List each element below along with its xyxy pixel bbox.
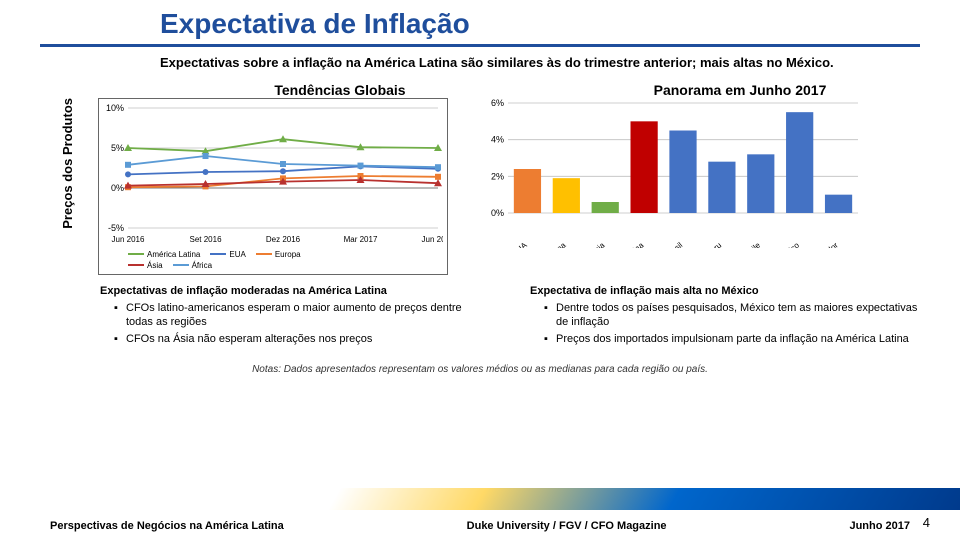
- svg-text:2%: 2%: [491, 171, 504, 181]
- bullets-right-list: Dentre todos os países pesquisados, Méxi…: [530, 301, 920, 347]
- svg-text:0%: 0%: [491, 208, 504, 218]
- legend-item: Europa: [256, 250, 301, 259]
- svg-text:4%: 4%: [491, 135, 504, 145]
- svg-text:Europa: Europa: [542, 240, 568, 248]
- charts-row: Preços dos Produtos -5% 0% 5% 10% Jun 2016 Se…: [0, 98, 960, 275]
- footer-right: Junho 2017: [849, 520, 910, 532]
- svg-text:Set 2016: Set 2016: [189, 235, 222, 244]
- line-legend-row2: Ásia África: [103, 261, 443, 270]
- bullet-item: CFOs latino-americanos esperam o maior a…: [114, 301, 490, 330]
- svg-text:0%: 0%: [111, 183, 124, 193]
- legend-item: Ásia: [128, 261, 163, 270]
- line-chart: -5% 0% 5% 10% Jun 2016 Set 2016 Dez 2016 Mar 20…: [103, 103, 443, 248]
- header-right: Panorama em Junho 2017: [560, 82, 920, 98]
- bullets-left-list: CFOs latino-americanos esperam o maior a…: [100, 301, 490, 347]
- notes: Notas: Dados apresentados representam os…: [0, 350, 960, 375]
- svg-text:Brasil: Brasil: [663, 240, 684, 247]
- bullet-item: Dentre todos os países pesquisados, Méxi…: [544, 301, 920, 330]
- footer-gradient: [0, 488, 960, 510]
- subtitle: Expectativas sobre a inflação na América…: [0, 47, 960, 82]
- bar-chart: 0%2%4%6%EUAEuropaÁsiaAmérica LatinaBrasi…: [483, 98, 863, 248]
- svg-text:Ásia: Ásia: [589, 240, 607, 248]
- svg-text:México: México: [776, 240, 802, 248]
- bullets: Expectativas de inflação moderadas na Am…: [0, 275, 960, 350]
- page-title: Expectativa de Inflação: [0, 0, 960, 44]
- line-legend-row1: América Latina EUA Europa: [103, 250, 443, 259]
- bullet-item: CFOs na Ásia não esperam alterações nos …: [114, 332, 490, 346]
- legend-item: América Latina: [128, 250, 200, 259]
- legend-item: África: [173, 261, 212, 270]
- svg-text:Dez 2016: Dez 2016: [266, 235, 301, 244]
- footer-left: Perspectivas de Negócios na América Lati…: [50, 520, 284, 532]
- svg-text:EUA: EUA: [510, 240, 529, 248]
- svg-text:-5%: -5%: [108, 223, 124, 233]
- footer: Perspectivas de Negócios na América Lati…: [0, 485, 960, 540]
- svg-text:10%: 10%: [106, 103, 124, 113]
- svg-text:6%: 6%: [491, 98, 504, 108]
- svg-text:Chile: Chile: [742, 240, 762, 248]
- svg-text:Jun 2016: Jun 2016: [112, 235, 145, 244]
- footer-center: Duke University / FGV / CFO Magazine: [467, 520, 667, 532]
- page-number: 4: [923, 515, 930, 530]
- bullets-left: Expectativas de inflação moderadas na Am…: [100, 285, 490, 350]
- bullets-right: Expectativa de inflação mais alta no Méx…: [530, 285, 920, 350]
- section-headers: Tendências Globais Panorama em Junho 201…: [0, 82, 960, 98]
- line-chart-frame: -5% 0% 5% 10% Jun 2016 Set 2016 Dez 2016 Mar 20…: [98, 98, 448, 275]
- footer-row: Perspectivas de Negócios na América Lati…: [0, 520, 960, 532]
- bullet-item: Preços dos importados impulsionam parte …: [544, 332, 920, 346]
- bullets-right-title: Expectativa de inflação mais alta no Méx…: [530, 285, 920, 297]
- svg-text:Mar 2017: Mar 2017: [344, 235, 378, 244]
- bullets-left-title: Expectativas de inflação moderadas na Am…: [100, 285, 490, 297]
- svg-text:Equador: Equador: [811, 240, 840, 248]
- svg-text:Peru: Peru: [704, 241, 723, 248]
- header-left: Tendências Globais: [160, 82, 520, 98]
- svg-text:Jun 2017: Jun 2017: [422, 235, 443, 244]
- legend-item: EUA: [210, 250, 245, 259]
- svg-text:5%: 5%: [111, 143, 124, 153]
- y-axis-label: Preços dos Produtos: [60, 98, 90, 269]
